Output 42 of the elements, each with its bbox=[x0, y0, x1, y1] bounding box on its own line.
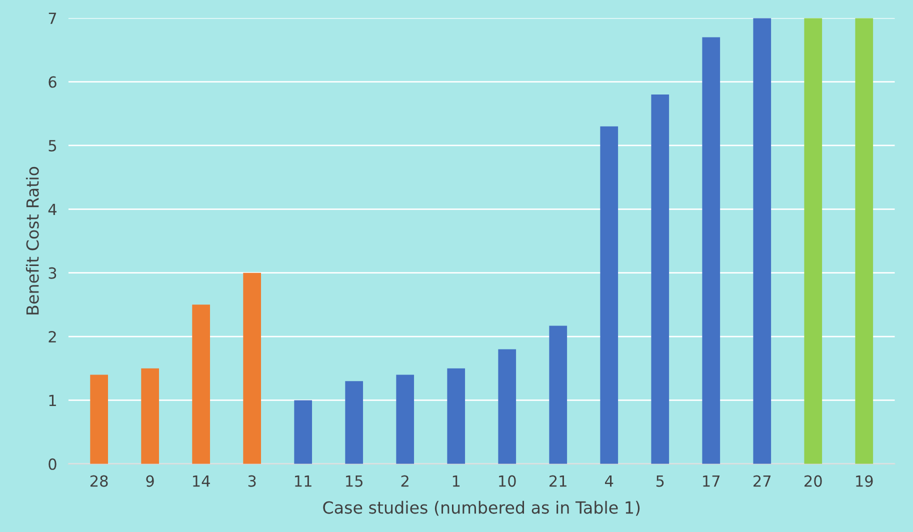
bar bbox=[192, 304, 210, 464]
x-tick-label: 4 bbox=[605, 475, 614, 487]
y-tick-label: 0 bbox=[48, 458, 56, 470]
y-tick-label: 4 bbox=[48, 204, 57, 215]
bar bbox=[294, 400, 312, 464]
x-tick-label: 17 bbox=[703, 475, 720, 487]
x-tick-label: 20 bbox=[804, 475, 822, 487]
bar bbox=[855, 18, 874, 464]
x-tick-label: 5 bbox=[656, 475, 664, 487]
bar bbox=[141, 368, 160, 464]
y-tick-label: 1 bbox=[49, 394, 56, 406]
x-tick-label: 9 bbox=[146, 475, 154, 487]
x-tick-label: 3 bbox=[248, 475, 256, 487]
x-tick-label: 11 bbox=[295, 475, 312, 487]
x-tick-label: 21 bbox=[550, 475, 566, 487]
bar bbox=[345, 381, 364, 464]
y-tick-label: 2 bbox=[48, 330, 56, 342]
x-tick-label: 19 bbox=[856, 475, 873, 487]
bar bbox=[600, 126, 618, 464]
x-tick-label: 10 bbox=[499, 475, 516, 487]
y-axis-title: Benefit Cost Ratio bbox=[26, 166, 39, 314]
x-tick-label: 14 bbox=[193, 475, 210, 487]
y-tick-label: 7 bbox=[48, 12, 56, 24]
bar bbox=[447, 368, 466, 464]
bar bbox=[651, 94, 670, 464]
bar bbox=[243, 272, 262, 464]
y-tick-label: 5 bbox=[48, 140, 56, 152]
x-tick-label: 1 bbox=[452, 475, 460, 487]
bar bbox=[804, 18, 822, 464]
x-tick-label: 2 bbox=[401, 475, 408, 487]
bar bbox=[549, 326, 568, 464]
x-tick-label: 27 bbox=[754, 475, 771, 487]
x-tick-label: 15 bbox=[346, 475, 362, 487]
y-tick-label: 6 bbox=[48, 76, 56, 88]
x-axis-title: Case studies (numbered as in Table 1) bbox=[323, 500, 640, 516]
bar bbox=[396, 374, 414, 464]
y-tick-label: 3 bbox=[48, 267, 56, 279]
bar bbox=[498, 349, 516, 464]
bar bbox=[753, 18, 772, 464]
bar bbox=[90, 374, 108, 464]
bar bbox=[702, 37, 720, 464]
x-tick-label: 28 bbox=[90, 475, 108, 487]
